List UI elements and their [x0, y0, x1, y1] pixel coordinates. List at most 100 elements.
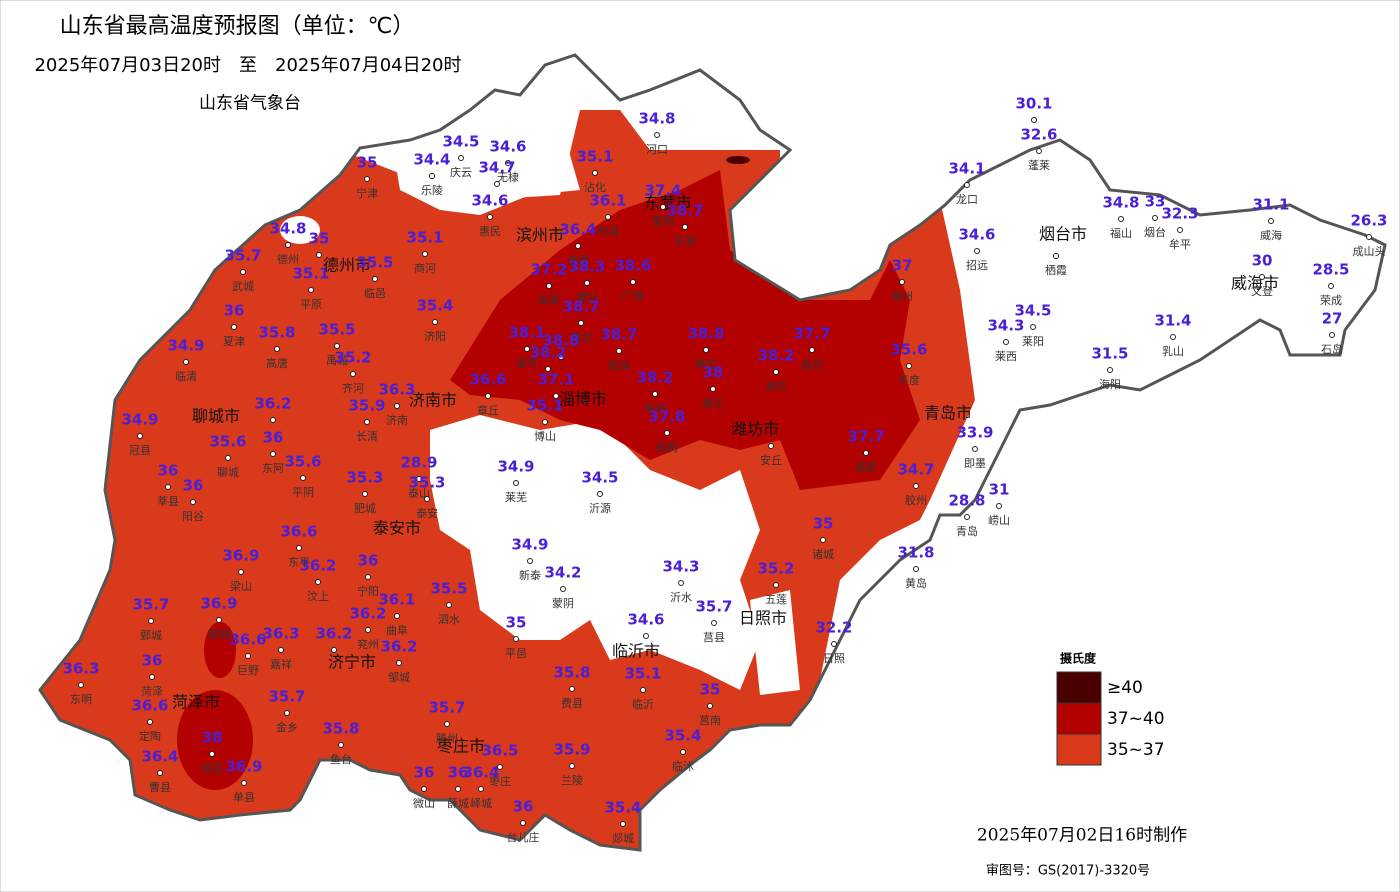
station-name: 泗水 — [438, 613, 460, 626]
station-dot — [216, 617, 222, 623]
station-dot — [768, 443, 774, 449]
station-temp: 36.2 — [349, 605, 386, 623]
station-name: 泰安 — [416, 506, 438, 520]
station-temp: 30.1 — [1015, 95, 1052, 113]
station-temp: 36 — [358, 552, 379, 570]
station-name: 莒县 — [703, 631, 725, 644]
station-dot — [640, 687, 646, 693]
station-temp: 27 — [1322, 310, 1343, 328]
station-name: 荣成 — [1320, 294, 1342, 307]
station-name: 莘县 — [157, 494, 179, 508]
station-temp: 36.5 — [481, 742, 518, 760]
station-dot — [664, 430, 670, 436]
station-name: 巨野 — [237, 664, 259, 677]
station-name: 梁山 — [230, 579, 252, 593]
station-temp: 36 — [142, 652, 163, 670]
station-name: 昌邑 — [801, 358, 823, 371]
station-dot — [364, 419, 370, 425]
station-name: 海阳 — [1099, 377, 1121, 391]
station-name: 菏泽 — [141, 685, 163, 698]
station-temp: 36.2 — [380, 638, 417, 656]
station-temp: 35 — [813, 515, 834, 533]
station-name: 东营 — [674, 234, 696, 248]
station-dot — [190, 499, 196, 505]
station-dot — [1152, 215, 1158, 221]
legend-swatch — [1056, 702, 1102, 735]
station-temp: 35.5 — [430, 580, 467, 598]
station-dot — [350, 371, 356, 377]
station-temp: 38 — [703, 364, 724, 382]
station-name: 烟台 — [1144, 225, 1166, 239]
station-name: 肥城 — [354, 502, 376, 515]
legend: ≥40 37~40 35~37 — [1056, 671, 1165, 766]
station-name: 曲阜 — [386, 624, 408, 637]
station-dot — [809, 347, 815, 353]
station-dot — [520, 820, 526, 826]
station-name: 威海 — [1260, 228, 1282, 242]
station-name: 河口 — [646, 143, 668, 156]
station-name: 寿光 — [695, 357, 717, 371]
station-temp: 35.6 — [284, 453, 321, 471]
station-temp: 38.7 — [666, 202, 703, 220]
station-name: 高密 — [855, 460, 877, 474]
station-temp: 35.9 — [348, 397, 385, 415]
station-dot — [1366, 234, 1372, 240]
station-temp: 31.8 — [897, 544, 934, 562]
station-dot — [364, 176, 370, 182]
legend-label: 37~40 — [1107, 709, 1165, 729]
station-name: 商河 — [414, 261, 436, 275]
station-dot — [300, 475, 306, 481]
station-dot — [338, 742, 344, 748]
station-name: 武城 — [232, 280, 254, 293]
station-temp: 28.5 — [1312, 261, 1349, 279]
station-dot — [1268, 218, 1274, 224]
station-dot — [296, 545, 302, 551]
station-temp: 38.2 — [757, 347, 794, 365]
station-temp: 35.8 — [553, 664, 590, 682]
station-temp: 36 — [263, 429, 284, 447]
station-temp: 32.6 — [1020, 126, 1057, 144]
station-temp: 36.9 — [225, 758, 262, 776]
station-name: 潍坊 — [765, 379, 787, 393]
station-dot — [245, 653, 251, 659]
station-temp: 35.7 — [132, 596, 169, 614]
station-name: 聊城 — [217, 465, 239, 479]
station-temp: 31.1 — [1252, 196, 1289, 214]
station-temp: 34.6 — [489, 138, 526, 156]
station-temp: 34.9 — [497, 458, 534, 476]
station-temp: 36.9 — [200, 595, 237, 613]
station-dot — [616, 348, 622, 354]
station-dot — [365, 627, 371, 633]
legend-label: 35~37 — [1107, 740, 1165, 760]
station-name: 牟平 — [1169, 237, 1191, 251]
city-label: 德州市 — [323, 256, 371, 275]
station-name: 诸城 — [812, 548, 834, 561]
station-temp: 38 — [202, 729, 223, 747]
station-name: 峄城 — [470, 797, 492, 810]
station-name: 龙口 — [956, 193, 978, 206]
city-label: 聊城市 — [192, 407, 240, 426]
station-temp: 36.6 — [229, 631, 266, 649]
city-label: 枣庄市 — [437, 737, 485, 756]
station-temp: 35.7 — [224, 247, 261, 265]
station-name: 博兴 — [576, 291, 598, 304]
station-name: 嘉祥 — [270, 657, 292, 671]
station-name: 费县 — [561, 697, 583, 710]
station-name: 桓台 — [570, 330, 592, 344]
station-temp: 37.1 — [537, 371, 574, 389]
station-dot — [308, 287, 314, 293]
city-label: 泰安市 — [373, 519, 421, 538]
station-dot — [1030, 324, 1036, 330]
station-dot — [630, 279, 636, 285]
station-temp: 36.3 — [378, 381, 415, 399]
station-dot — [906, 363, 912, 369]
station-name: 微山 — [413, 796, 435, 810]
temperature-fill — [40, 110, 975, 850]
station-temp: 35 — [357, 154, 378, 172]
station-temp: 36.6 — [131, 697, 168, 715]
station-temp: 34.3 — [987, 317, 1024, 335]
station-temp: 36.4 — [559, 221, 596, 239]
station-temp: 36.2 — [299, 557, 336, 575]
station-temp: 31.4 — [1154, 312, 1191, 330]
